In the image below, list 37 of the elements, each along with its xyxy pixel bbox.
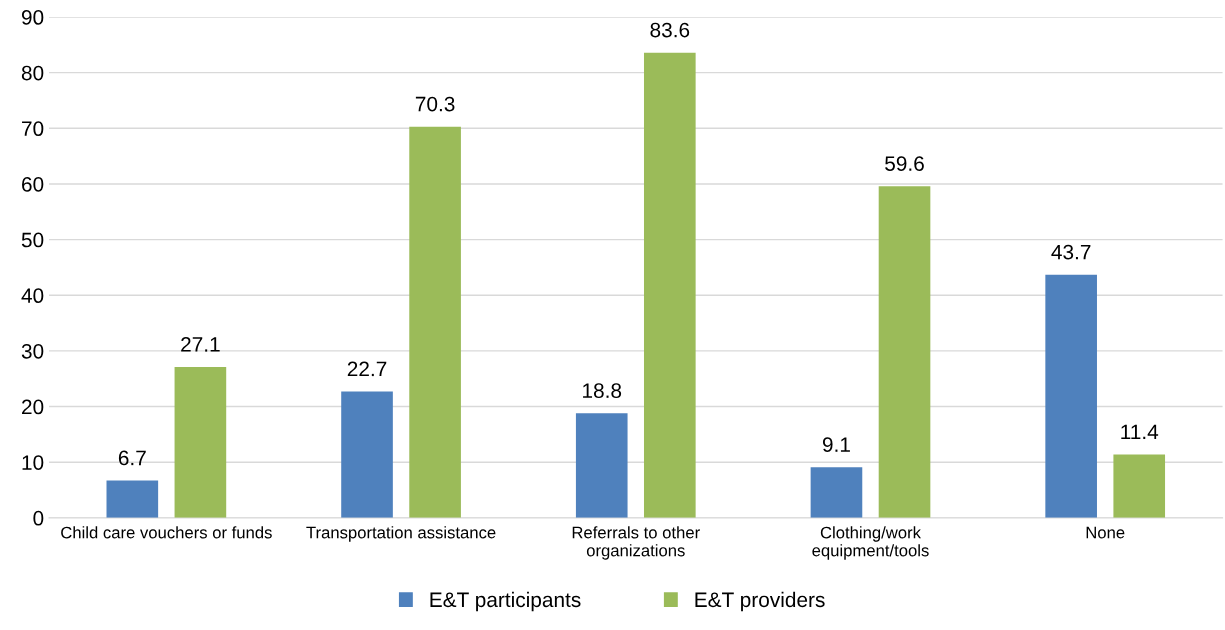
x-tick-label: Transportation assistance — [306, 526, 496, 542]
data-label: 59.6 — [885, 156, 924, 171]
y-tick-label: 20 — [22, 399, 44, 415]
y-tick-label: 90 — [21, 10, 44, 25]
bar — [810, 467, 863, 518]
x-tick-label: Clothing/work equipment/tools — [812, 526, 929, 560]
y-tick-label: 80 — [21, 65, 44, 81]
y-tick-label: 0 — [33, 510, 44, 526]
x-tick-label: Referrals to other organizations — [572, 526, 700, 560]
y-tick-label: 10 — [22, 455, 44, 470]
data-label: 9.1 — [822, 437, 850, 452]
bar — [409, 126, 461, 518]
data-label: 22.7 — [347, 361, 387, 377]
bar — [341, 391, 393, 518]
bar — [878, 186, 931, 518]
x-tick-label: None — [1086, 526, 1125, 539]
data-label: 43.7 — [1051, 244, 1091, 260]
data-label: 6.7 — [118, 450, 146, 466]
data-label: 27.1 — [181, 337, 220, 352]
legend-label: E&T providers — [695, 591, 825, 612]
bar — [1113, 454, 1166, 518]
y-tick-label: 30 — [21, 343, 44, 359]
bar — [174, 367, 227, 518]
y-tick-label: 60 — [22, 176, 44, 192]
y-tick-label: 70 — [22, 121, 44, 137]
data-label: 11.4 — [1121, 424, 1159, 439]
data-label: 70.3 — [415, 96, 455, 112]
data-label: 83.6 — [650, 22, 690, 38]
x-tick-label: Child care vouchers or funds — [61, 526, 272, 539]
y-tick-label: 50 — [21, 232, 44, 248]
bar — [106, 480, 159, 518]
data-label: 18.8 — [583, 383, 622, 399]
y-tick-label: 40 — [21, 288, 44, 304]
bar — [1045, 274, 1097, 518]
bar — [643, 52, 696, 518]
legend-label: E&T participants — [430, 591, 581, 612]
bar — [575, 413, 628, 518]
